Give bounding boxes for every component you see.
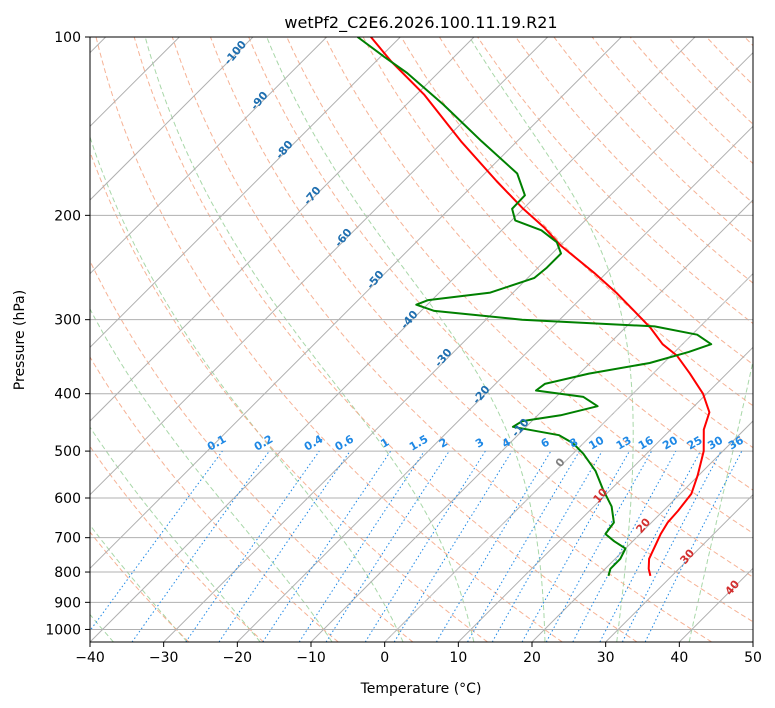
- x-tick-label: −30: [149, 650, 179, 666]
- dry-adiabat-line: [90, 150, 488, 642]
- mixing-ratio-line: [325, 450, 450, 642]
- mixing-ratio-line: [644, 450, 743, 642]
- isotherm-line: [236, 125, 753, 642]
- mixing-ratio-line: [185, 450, 320, 642]
- y-tick-label: 900: [54, 595, 81, 611]
- dry-adiabat-line: [90, 531, 190, 642]
- mixing-ratio-line: [298, 450, 425, 642]
- dry-adiabat-line: [248, 37, 753, 578]
- mixing-ratio-line: [545, 450, 653, 642]
- isotherm-line: [90, 37, 328, 275]
- axes: −40 −30 −20 −10 0 10 20 30 40 50 100 200 300 400 500 60…: [45, 30, 762, 666]
- isotherm-line: [457, 346, 753, 642]
- dry-adiabat-line: [95, 37, 563, 642]
- mixing-ratio-line: [218, 450, 351, 642]
- y-tick-label: 700: [54, 531, 81, 547]
- x-tick-label: −20: [223, 650, 253, 666]
- isotherm-line: [90, 37, 475, 422]
- isotherm-line: [90, 37, 549, 496]
- mixing-ratio-line: [393, 450, 513, 642]
- moist-adiabat-line: [144, 37, 475, 642]
- isotherm-line: [163, 51, 753, 642]
- chart-title: wetPf2_C2E6.2026.100.11.19.R21: [284, 13, 557, 33]
- dry-adiabat-line: [210, 37, 753, 623]
- y-tick-label: 500: [54, 444, 81, 460]
- y-tick-label: 600: [54, 491, 81, 507]
- x-tick-label: 0: [380, 650, 389, 666]
- isotherm-line: [90, 37, 254, 201]
- x-tick-label: 10: [449, 650, 467, 666]
- isotherm-line: [531, 420, 753, 642]
- y-tick-label: 300: [54, 313, 81, 329]
- mixing-ratio-line: [90, 450, 223, 632]
- zero-isotherm-line: [384, 272, 753, 642]
- y-tick-label: 1000: [45, 622, 81, 638]
- x-axis-label: Temperature (°C): [360, 681, 482, 697]
- dry-adiabat-line: [400, 37, 753, 407]
- dry-adiabat-line: [515, 37, 753, 284]
- isotherm-line: [90, 37, 696, 642]
- x-tick-label: 40: [670, 650, 688, 666]
- plot-area-lines: [90, 37, 753, 642]
- y-axis-label: Pressure (hPa): [12, 290, 28, 390]
- moist-adiabat-line: [90, 135, 404, 642]
- dry-adiabat-line: [438, 37, 753, 366]
- dewpoint-profile-line: [357, 37, 713, 577]
- dry-adiabat-line: [171, 37, 712, 642]
- x-tick-label: 20: [523, 650, 541, 666]
- temperature-profile-line: [370, 37, 711, 577]
- isotherm-line: [605, 493, 753, 642]
- dry-adiabat-line: [90, 356, 339, 642]
- y-tick-label: 100: [54, 30, 81, 46]
- moist-adiabat-line: [90, 308, 333, 642]
- x-tick-label: 50: [744, 650, 762, 666]
- mixing-ratio-line: [131, 450, 270, 642]
- isotherm-line: [90, 37, 622, 570]
- plot-frame: [89, 36, 754, 643]
- mixing-ratio-line: [262, 450, 392, 642]
- x-tick-label: 30: [597, 650, 615, 666]
- x-tick-label: −10: [296, 650, 326, 666]
- moist-adiabat-line: [266, 37, 546, 642]
- isotherm-line: [310, 199, 753, 642]
- x-tick-label: −40: [75, 650, 105, 666]
- y-tick-label: 400: [54, 387, 81, 403]
- dry-adiabat-line: [324, 37, 753, 491]
- isotherm-line: [90, 37, 401, 349]
- moist-adiabat-line: [688, 358, 753, 642]
- dry-adiabat-line: [133, 37, 638, 642]
- y-tick-label: 800: [54, 565, 81, 581]
- y-tick-label: 200: [54, 208, 81, 224]
- dry-adiabat-line: [90, 445, 264, 642]
- moist-adiabat-line: [90, 426, 261, 642]
